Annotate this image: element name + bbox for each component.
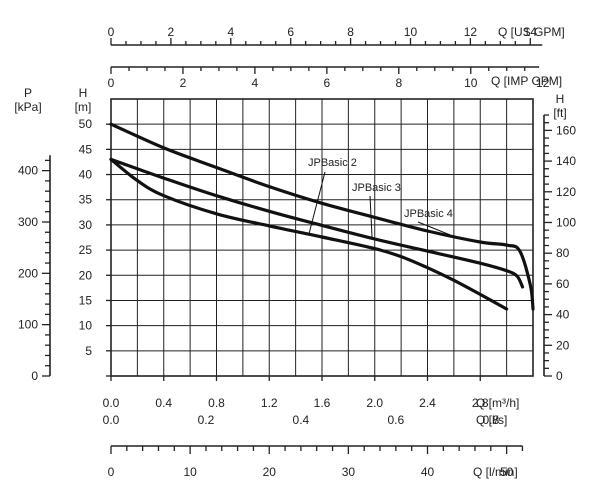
x-m3h-tick-label: 2.0 — [366, 396, 383, 410]
y-ft-tick-label: 0 — [556, 369, 563, 383]
series-annotations: JPBasic 2 JPBasic 3 JPBasic 4 — [308, 157, 457, 239]
x-lmin-tick-label: 40 — [421, 465, 435, 479]
jpbasic-2-curve — [109, 157, 509, 311]
y-m-tick-label: 40 — [79, 168, 93, 182]
y-m-tick-label: 25 — [79, 243, 93, 257]
y-m-tick-label: 20 — [79, 268, 93, 282]
y-kpa-tick-label: 200 — [18, 266, 38, 280]
x-lmin-tick-label: 0 — [108, 465, 115, 479]
x-impgpm-tick-label: 4 — [252, 76, 259, 90]
x-m3h-tick-label: 1.6 — [314, 396, 331, 410]
x-usgpm-tick-label: 14 — [524, 25, 538, 39]
x-ls-tick-label: 0.2 — [198, 413, 215, 427]
x-usgpm-tick-label: 8 — [347, 25, 354, 39]
x-impgpm-tick-label: 8 — [395, 76, 402, 90]
x-m3h-tick-label: 2.8 — [472, 396, 489, 410]
x-usgpm-tick-label: 6 — [287, 25, 294, 39]
y-m-tick-label: 50 — [79, 117, 93, 131]
x-lmin-tick-label: 20 — [263, 465, 277, 479]
jpbasic-4-curve — [109, 122, 535, 311]
x-lmin-tick-label: 10 — [183, 465, 197, 479]
y-ft-tick-label: 20 — [556, 338, 570, 352]
y-m-tick-label: 35 — [79, 193, 93, 207]
y-kpa-label-top: P — [24, 86, 32, 100]
x-ls-tick-label: 0.0 — [103, 413, 120, 427]
y-kpa-tick-label: 300 — [18, 215, 38, 229]
y-ft-tick-label: 40 — [556, 308, 570, 322]
y-ft-tick-label: 80 — [556, 246, 570, 260]
y-ft-tick-label: 140 — [556, 154, 576, 168]
series-annotation-label: JPBasic 4 — [404, 208, 453, 220]
y-kpa-tick-label: 100 — [18, 318, 38, 332]
series-annotation-label: JPBasic 2 — [308, 157, 357, 169]
annotation-leader-line — [308, 171, 326, 235]
x-impgpm-label: Q [IMP GPM] — [491, 74, 562, 88]
x-ls-tick-label: 0.6 — [388, 413, 405, 427]
y-ft-label-top: H — [556, 92, 565, 106]
y-kpa-tick-label: 0 — [31, 369, 38, 383]
x-m3h-tick-label: 0.0 — [103, 396, 120, 410]
y-ft-tick-label: 100 — [556, 215, 576, 229]
y-kpa-tick-label: 400 — [18, 164, 38, 178]
y-m-label-unit: [m] — [75, 100, 92, 114]
axes: 0.0 0.4 0.8 1.2 1.6 2.0 2.4 2.8 0.0 0.2 0.4 0.6 0.8 0… — [18, 25, 576, 479]
y-kpa-label-unit: [kPa] — [14, 100, 41, 114]
y-ft-tick-label: 120 — [556, 185, 576, 199]
x-impgpm-tick-label: 12 — [536, 76, 550, 90]
x-m3h-tick-label: 0.8 — [208, 396, 225, 410]
annotation-leader-line — [369, 195, 373, 239]
x-usgpm-tick-label: 12 — [464, 25, 478, 39]
y-ft-tick-label: 160 — [556, 123, 576, 137]
x-m3h-tick-label: 1.2 — [261, 396, 278, 410]
y-m-tick-label: 45 — [79, 142, 93, 156]
x-ls-tick-label: 0.4 — [293, 413, 310, 427]
x-m3h-tick-label: 0.4 — [155, 396, 172, 410]
x-lmin-tick-label: 30 — [342, 465, 356, 479]
x-usgpm-tick-label: 4 — [227, 25, 234, 39]
x-usgpm-tick-label: 10 — [404, 25, 418, 39]
data-series — [109, 122, 535, 311]
y-ft-tick-label: 60 — [556, 277, 570, 291]
x-m3h-label: Q [m³/h] — [476, 396, 519, 410]
y-m-tick-label: 30 — [79, 218, 93, 232]
x-lmin-tick-label: 50 — [500, 465, 514, 479]
y-m-tick-label: 5 — [85, 344, 92, 358]
series-annotation-label: JPBasic 3 — [352, 182, 401, 194]
y-ft-label-unit: [ft] — [553, 106, 566, 120]
y-m-tick-label: 10 — [79, 319, 93, 333]
annotation-leader-line — [417, 221, 457, 238]
x-lmin-label: Q [l/min] — [473, 465, 518, 479]
x-impgpm-tick-label: 2 — [180, 76, 187, 90]
x-impgpm-tick-label: 0 — [108, 76, 115, 90]
y-m-tick-label: 15 — [79, 293, 93, 307]
x-m3h-tick-label: 2.4 — [419, 396, 436, 410]
x-usgpm-tick-label: 0 — [108, 25, 115, 39]
x-usgpm-label: Q [US GPM] — [498, 25, 565, 39]
x-impgpm-tick-label: 6 — [324, 76, 331, 90]
jpbasic-3-curve — [109, 157, 525, 289]
x-usgpm-tick-label: 2 — [168, 25, 175, 39]
x-ls-label: Q [l/s] — [476, 413, 507, 427]
y-m-label-top: H — [79, 86, 88, 100]
x-impgpm-tick-label: 10 — [464, 76, 478, 90]
x-ls-tick-label: 0.8 — [482, 413, 499, 427]
